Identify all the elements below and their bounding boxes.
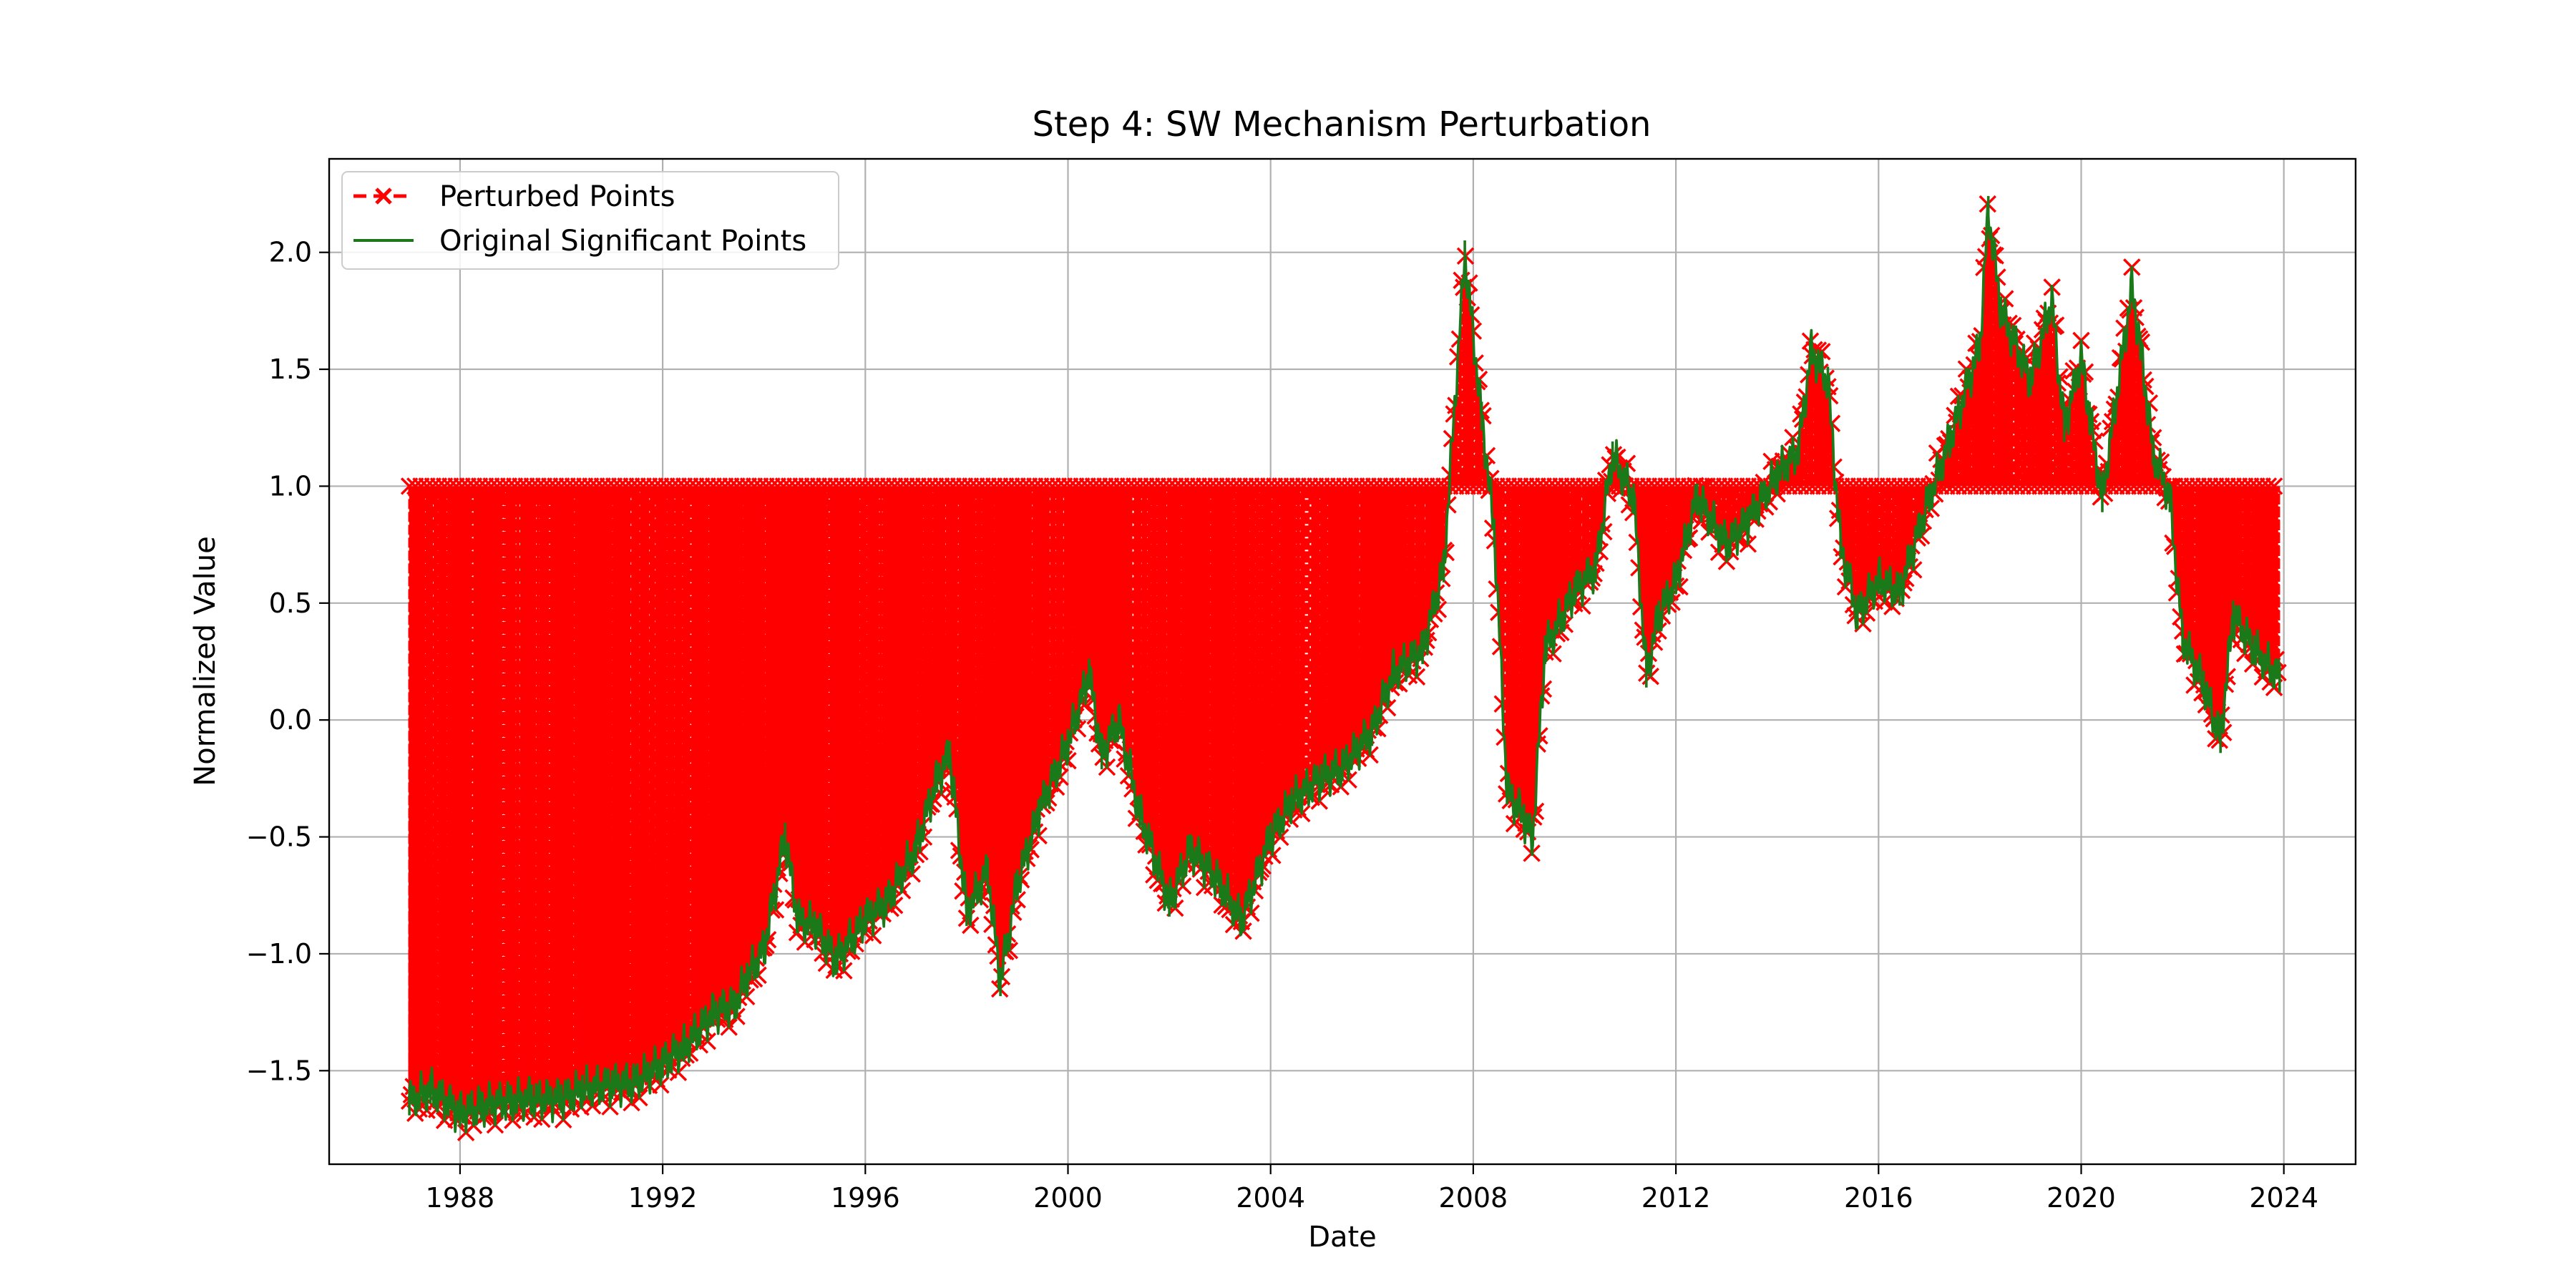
x-tick-label: 2020 <box>2046 1182 2116 1214</box>
y-tick-label: 2.0 <box>269 237 312 268</box>
x-tick-label: 2016 <box>1844 1182 1913 1214</box>
x-tick-label: 2000 <box>1033 1182 1103 1214</box>
y-tick-label: 1.5 <box>269 353 312 385</box>
legend-perturbed-label: Perturbed Points <box>439 180 675 213</box>
x-tick-label: 2024 <box>2249 1182 2318 1214</box>
y-tick-label: 0.5 <box>269 587 312 619</box>
y-tick-label: 1.0 <box>269 470 312 502</box>
x-tick-label: 2012 <box>1641 1182 1711 1214</box>
plot-area <box>400 195 2287 1141</box>
legend: Perturbed Points Original Significant Po… <box>341 171 839 270</box>
chart-title: Step 4: SW Mechanism Perturbation <box>1033 104 1652 145</box>
legend-original-label: Original Significant Points <box>439 225 806 258</box>
y-tick-label: −1.5 <box>246 1055 312 1086</box>
y-tick-label: −0.5 <box>246 821 312 853</box>
x-tick-label: 1988 <box>426 1182 495 1214</box>
y-axis-label: Normalized Value <box>189 536 222 786</box>
x-tick-label: 1992 <box>628 1182 698 1214</box>
x-axis-label: Date <box>1308 1221 1377 1254</box>
y-tick-label: −1.0 <box>246 938 312 970</box>
x-tick-label: 2004 <box>1236 1182 1305 1214</box>
y-tick-label: 0.0 <box>269 704 312 736</box>
x-tick-label: 2008 <box>1439 1182 1508 1214</box>
x-tick-label: 1996 <box>831 1182 900 1214</box>
